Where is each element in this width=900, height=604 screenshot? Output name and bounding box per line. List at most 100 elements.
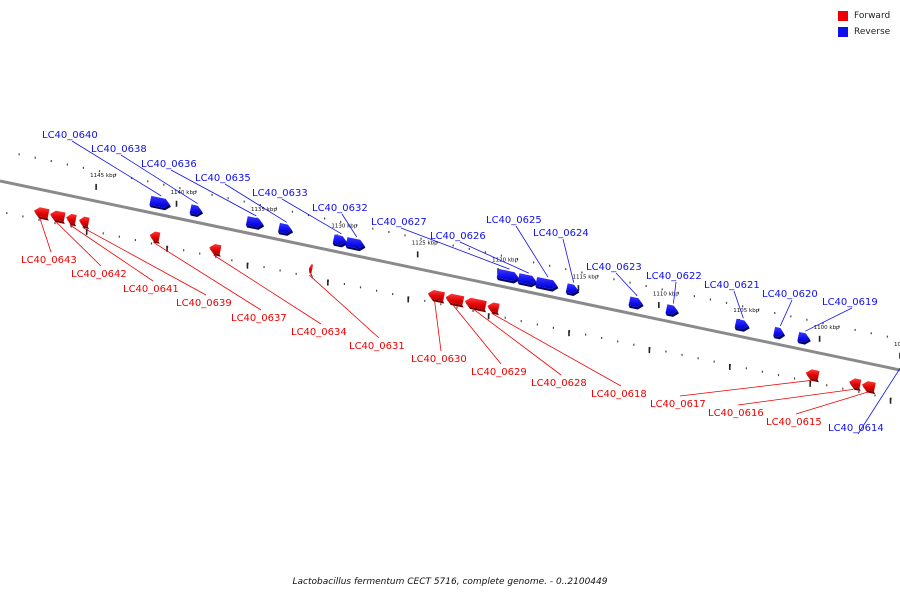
gene-label[interactable]: LC40_0641 — [123, 284, 179, 295]
gene-feature[interactable] — [797, 331, 810, 343]
minor-tick — [858, 390, 860, 393]
gene-label[interactable]: LC40_0642 — [71, 269, 127, 280]
gene-label[interactable]: LC40_0628 — [531, 378, 587, 389]
gene-leader-line — [71, 140, 162, 197]
gene-label[interactable]: LC40_0640 — [42, 130, 98, 141]
minor-tick — [741, 305, 744, 308]
gene-label[interactable]: LC40_0632 — [312, 203, 368, 214]
gene-feature[interactable] — [805, 369, 820, 380]
minor-tick — [372, 227, 374, 230]
gene-feature[interactable] — [50, 210, 66, 222]
minor-tick — [793, 377, 796, 380]
minor-tick — [774, 312, 776, 315]
gene-leader-line — [39, 218, 52, 253]
gene-label[interactable]: LC40_0624 — [533, 228, 589, 239]
major-tick — [728, 363, 731, 370]
minor-tick — [552, 326, 555, 329]
gene-label[interactable]: LC40_0634 — [291, 327, 347, 338]
gene-leader-line — [679, 380, 811, 397]
minor-tick — [150, 242, 153, 245]
gene-feature[interactable] — [34, 207, 50, 219]
gene-leader-line — [733, 290, 744, 319]
minor-tick — [617, 340, 619, 343]
gene-label[interactable]: LC40_0618 — [591, 389, 647, 400]
tick-label: 1140 kbp — [171, 190, 197, 196]
gene-label[interactable]: LC40_0631 — [349, 341, 405, 352]
minor-tick — [215, 255, 217, 258]
gene-feature[interactable] — [332, 234, 347, 245]
gene-label[interactable]: LC40_0623 — [586, 262, 642, 273]
gene-feature[interactable] — [278, 222, 292, 234]
gene-feature[interactable] — [517, 273, 537, 285]
gene-feature[interactable] — [308, 264, 314, 274]
gene-leader-line — [69, 224, 154, 282]
gene-feature[interactable] — [189, 204, 202, 215]
gene-shadow — [50, 214, 65, 224]
gene-label[interactable]: LC40_0619 — [822, 297, 878, 308]
gene-label[interactable]: LC40_0622 — [646, 271, 702, 282]
gene-feature[interactable] — [345, 237, 365, 249]
gene-shadow — [565, 290, 580, 297]
gene-label[interactable]: LC40_0635 — [195, 173, 251, 184]
gene-feature[interactable] — [245, 216, 263, 228]
gene-feature[interactable] — [849, 378, 862, 389]
minor-tick — [601, 336, 603, 339]
gene-feature[interactable] — [773, 326, 784, 337]
minor-tick — [82, 166, 85, 169]
gene-feature[interactable] — [464, 297, 487, 310]
gene-label[interactable]: LC40_0639 — [176, 298, 232, 309]
gene-feature[interactable] — [487, 302, 500, 313]
gene-leader-line — [120, 154, 198, 204]
gene-label[interactable]: LC40_0627 — [371, 217, 427, 228]
gene-feature[interactable] — [734, 318, 749, 330]
gene-label[interactable]: LC40_0629 — [471, 367, 527, 378]
minor-tick — [758, 308, 760, 311]
gene-feature[interactable] — [66, 213, 77, 224]
minor-tick — [147, 180, 149, 183]
gene-feature[interactable] — [149, 231, 161, 242]
minor-tick — [709, 298, 712, 301]
gene-feature[interactable] — [565, 283, 579, 294]
gene-label[interactable]: LC40_0620 — [762, 289, 818, 300]
gene-leader-line — [281, 198, 342, 235]
gene-feature[interactable] — [496, 268, 519, 282]
gene-label[interactable]: LC40_0625 — [486, 215, 542, 226]
major-tick — [327, 279, 329, 286]
gene-label[interactable]: LC40_0638 — [91, 144, 147, 155]
gene-shadow — [79, 220, 90, 230]
gene-feature[interactable] — [149, 195, 170, 208]
minor-tick — [745, 367, 747, 370]
genome-backbone — [0, 179, 900, 372]
gene-feature[interactable] — [79, 216, 90, 227]
gene-leader-line — [491, 313, 622, 387]
gene-feature[interactable] — [445, 293, 465, 306]
minor-tick — [725, 301, 728, 304]
minor-tick — [243, 200, 245, 203]
gene-feature[interactable] — [535, 276, 558, 290]
gene-label[interactable]: LC40_0614 — [828, 423, 884, 434]
gene-feature[interactable] — [209, 244, 222, 255]
minor-tick — [436, 241, 438, 244]
minor-tick — [500, 254, 503, 257]
gene-label[interactable]: LC40_0616 — [708, 408, 764, 419]
tick-label: 1105 kbp — [733, 308, 759, 314]
gene-label[interactable]: LC40_0615 — [766, 417, 822, 428]
gene-feature[interactable] — [862, 381, 876, 392]
gene-label[interactable]: LC40_0633 — [252, 188, 308, 199]
legend-swatch-reverse — [838, 26, 848, 37]
gene-leader-line — [153, 241, 262, 311]
gene-feature[interactable] — [427, 289, 445, 302]
gene-label[interactable]: LC40_0643 — [21, 255, 77, 266]
gene-label[interactable]: LC40_0617 — [650, 399, 706, 410]
gene-label[interactable]: LC40_0637 — [231, 313, 287, 324]
gene-feature[interactable] — [665, 304, 678, 315]
gene-label[interactable]: LC40_0630 — [411, 354, 467, 365]
gene-feature[interactable] — [628, 296, 643, 308]
gene-label[interactable]: LC40_0621 — [704, 280, 760, 291]
gene-label[interactable]: LC40_0636 — [141, 159, 197, 170]
minor-tick — [70, 225, 72, 228]
gene-label[interactable]: LC40_0626 — [430, 231, 486, 242]
minor-tick — [163, 183, 165, 186]
minor-tick — [420, 237, 422, 240]
minor-tick — [34, 156, 36, 159]
